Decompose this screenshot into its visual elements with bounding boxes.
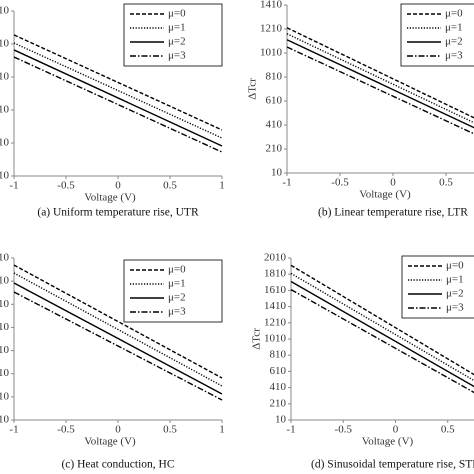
x-tick-label: 0.5 (163, 424, 177, 436)
x-tick-label: 1 (219, 424, 225, 436)
y-tick-label: 10 (0, 414, 10, 426)
legend-label: μ=1 (168, 22, 186, 34)
data-line (13, 264, 223, 379)
legend-label: μ=2 (445, 36, 463, 48)
y-tick-label: 610 (0, 71, 10, 83)
data-line (13, 42, 223, 139)
y-tick-label: 810 (266, 71, 283, 83)
data-line (290, 272, 474, 382)
caption: (c) Heat conduction, HC (61, 459, 174, 471)
y-tick-label: 1810 (264, 268, 287, 280)
y-tick-label: 410 (266, 119, 283, 131)
legend-label: μ=3 (168, 50, 186, 62)
data-line (286, 39, 474, 129)
x-tick-label: 0.5 (163, 180, 177, 192)
y-tick-label: 210 (270, 397, 287, 409)
legend-label: μ=1 (445, 22, 463, 34)
legend-box (123, 3, 223, 67)
data-line (13, 49, 223, 147)
y-tick-label: 10 (0, 170, 10, 182)
y-tick-label: 610 (266, 95, 283, 107)
y-tick-label: 810 (0, 38, 10, 50)
y-tick-label: 1610 (264, 284, 287, 296)
y-tick-label: 210 (266, 143, 283, 155)
x-tick-label: 0 (390, 177, 396, 189)
y-tick-label: 1010 (260, 47, 283, 59)
data-line (13, 56, 223, 153)
y-tick-label: 210 (0, 137, 10, 149)
y-tick-label: 10 (271, 167, 283, 179)
y-tick-label: 1410 (0, 252, 10, 264)
data-line (286, 46, 474, 135)
legend-label: μ=0 (446, 260, 464, 272)
data-line (290, 280, 474, 388)
caption: (d) Sinusoidal temperature rise, STR (311, 459, 474, 471)
y-tick-label: 2010 (264, 252, 287, 264)
legend-label: μ=3 (445, 50, 463, 62)
y-tick-label: 1410 (264, 300, 287, 312)
legend-label: μ=1 (446, 274, 464, 286)
data-line (290, 288, 474, 394)
y-tick-label: 1210 (264, 316, 287, 328)
y-tick-label: 1010 (264, 333, 287, 345)
x-tick-label: -0.5 (57, 180, 75, 192)
x-tick-label: -0.5 (335, 424, 353, 436)
x-tick-label: 1 (219, 180, 225, 192)
legend-label: μ=3 (168, 306, 186, 318)
y-tick-label: 1010 (0, 5, 10, 17)
x-tick-label: 0 (393, 424, 399, 436)
y-axis-label: ΔTcr (247, 78, 259, 100)
x-axis-label: Voltage (V) (359, 189, 411, 201)
data-line (13, 272, 223, 387)
data-line (13, 34, 223, 131)
y-tick-label: 410 (0, 367, 10, 379)
legend-label: μ=1 (168, 278, 186, 290)
data-line (13, 282, 223, 395)
y-tick-label: 810 (270, 349, 287, 361)
x-tick-label: 0 (115, 180, 121, 192)
x-tick-label: -0.5 (331, 177, 349, 189)
y-tick-label: 410 (0, 104, 10, 116)
y-tick-label: 1210 (0, 275, 10, 287)
legend-label: μ=2 (168, 292, 186, 304)
x-axis-label: Voltage (V) (362, 436, 414, 448)
y-tick-label: 610 (0, 344, 10, 356)
legend-label: μ=2 (446, 288, 464, 300)
data-line (13, 291, 223, 401)
data-line (290, 264, 474, 376)
data-line (286, 27, 474, 119)
x-axis-label: Voltage (V) (84, 192, 136, 204)
x-tick-label: -0.5 (57, 424, 75, 436)
legend-box (123, 259, 223, 323)
legend-label: μ=0 (168, 8, 186, 20)
y-tick-label: 1210 (260, 23, 283, 35)
legend-label: μ=0 (168, 264, 186, 276)
x-tick-label: 0.5 (441, 424, 455, 436)
x-tick-label: 0.5 (439, 177, 453, 189)
legend-label: μ=0 (445, 8, 463, 20)
y-tick-label: 1410 (260, 0, 283, 11)
x-tick-label: 0 (115, 424, 121, 436)
legend-label: μ=3 (446, 302, 464, 314)
y-tick-label: 810 (0, 321, 10, 333)
x-tick-label: -1 (9, 180, 18, 192)
caption: (b) Linear temperature rise, LTR (318, 207, 468, 219)
y-tick-label: 210 (0, 390, 10, 402)
y-tick-label: 10 (275, 414, 287, 426)
legend-label: μ=2 (168, 36, 186, 48)
x-tick-label: -1 (282, 177, 291, 189)
y-tick-label: 1010 (0, 298, 10, 310)
y-tick-label: 410 (270, 381, 287, 393)
x-axis-label: Voltage (V) (84, 436, 136, 448)
y-axis-label: ΔTcr (251, 328, 263, 350)
caption: (a) Uniform temperature rise, UTR (37, 207, 199, 219)
x-tick-label: -1 (9, 424, 18, 436)
y-tick-label: 610 (270, 365, 287, 377)
x-tick-label: -1 (286, 424, 295, 436)
